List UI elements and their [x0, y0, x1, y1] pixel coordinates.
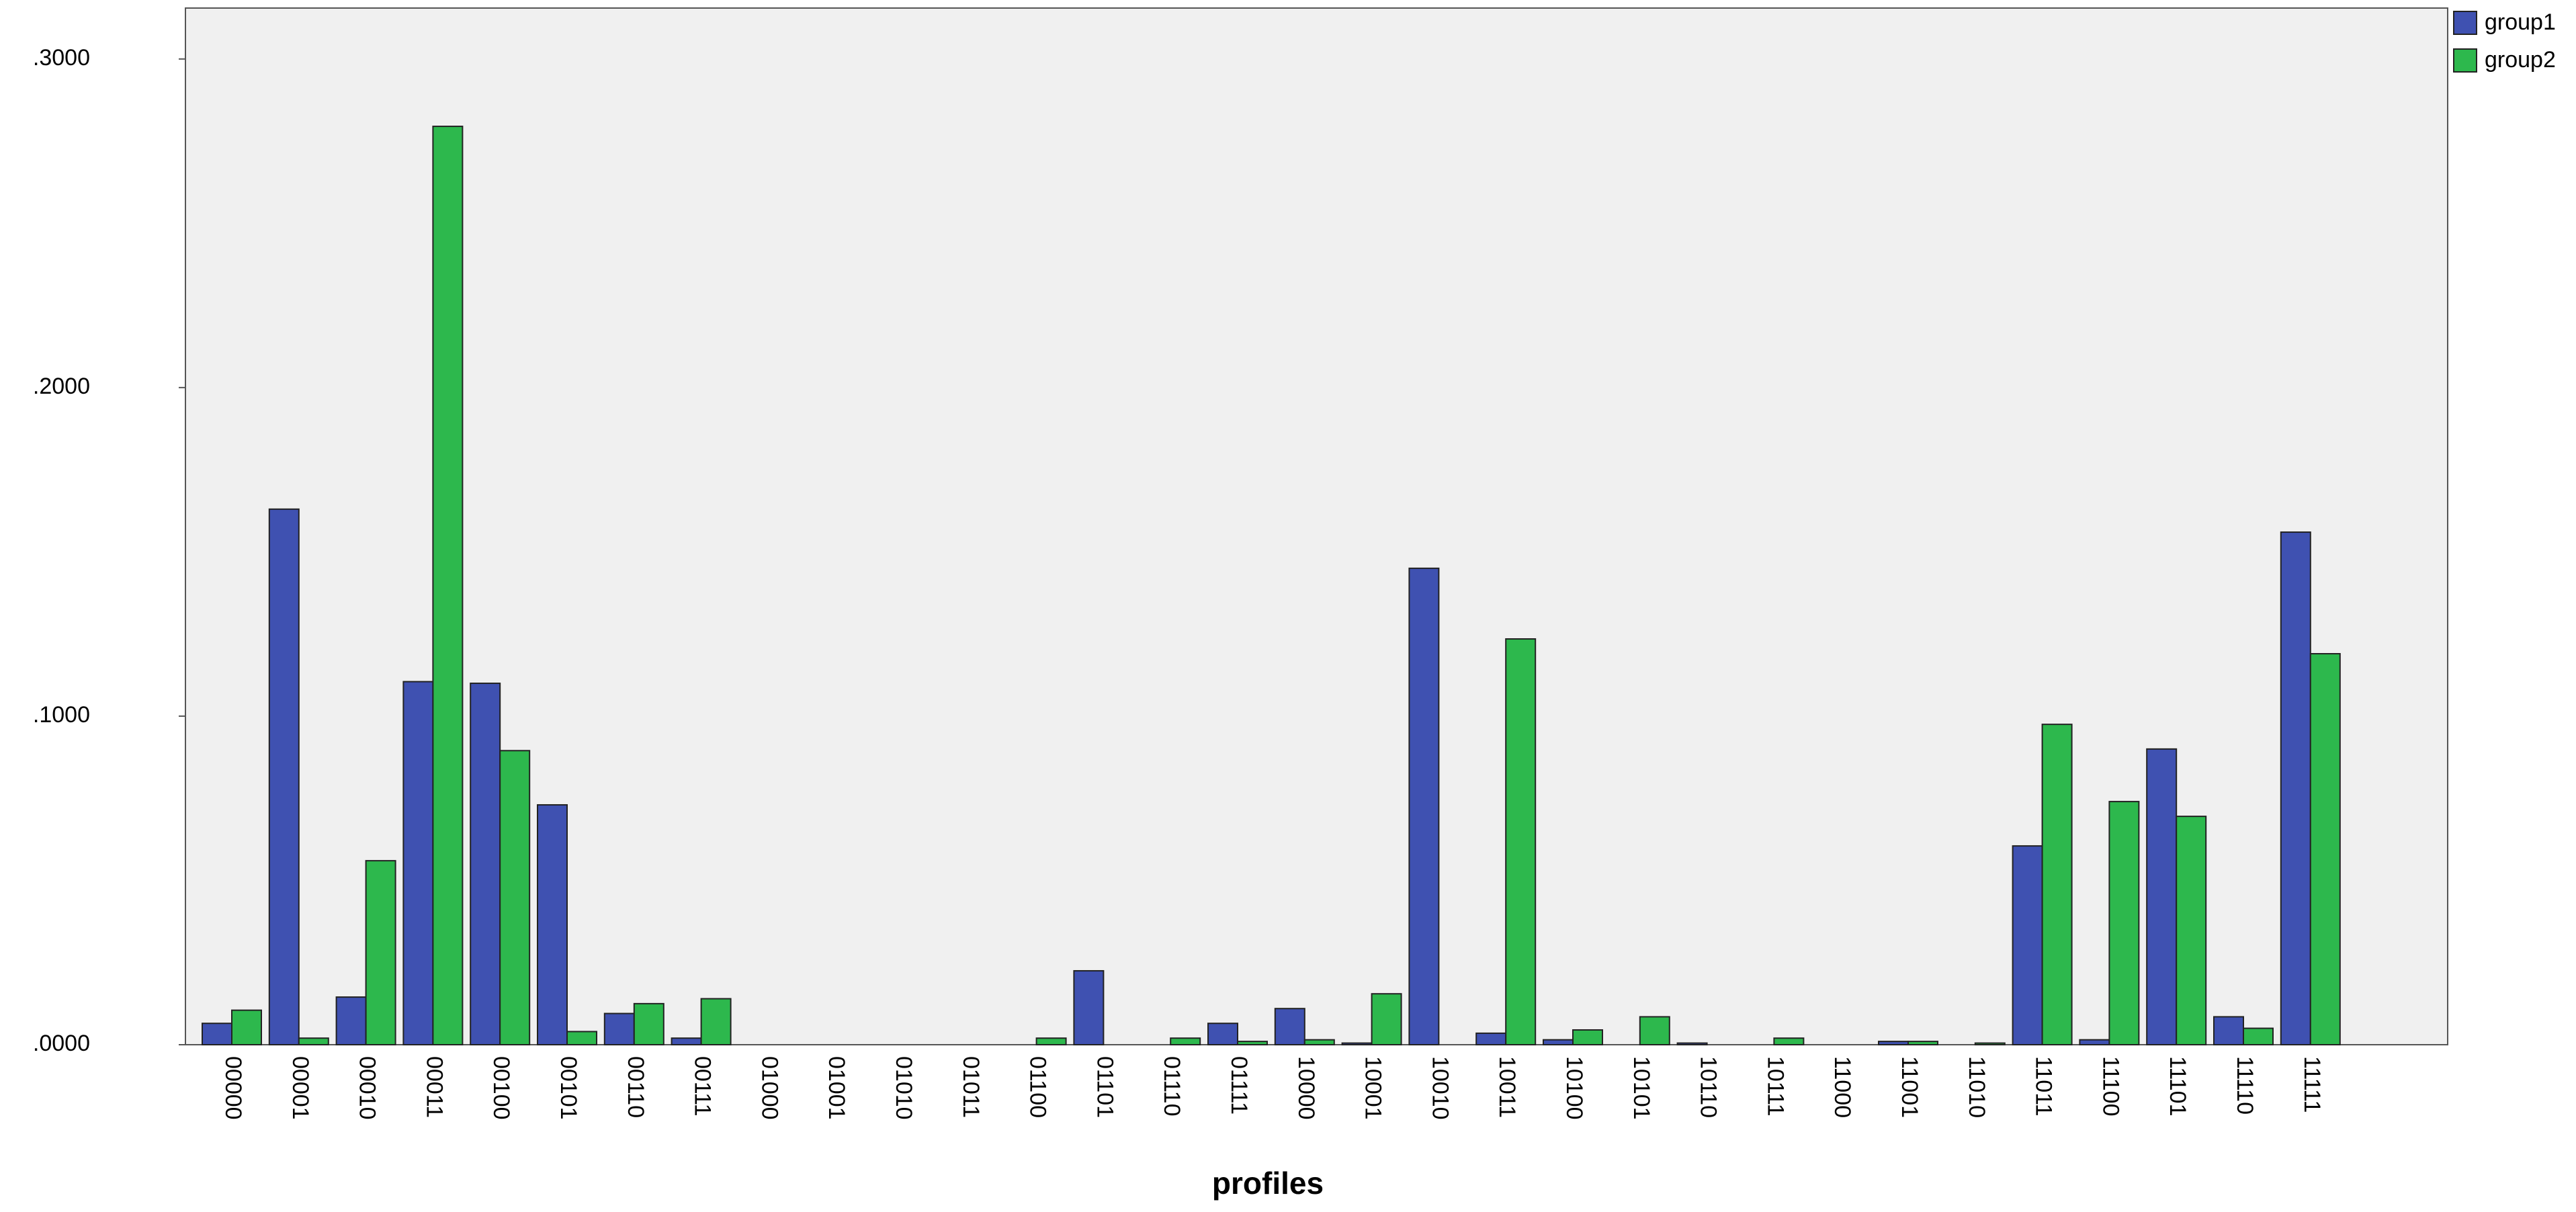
x-tick-label: 10111: [1762, 1056, 1788, 1117]
bar: [1408, 567, 1440, 1045]
bar: [202, 1023, 232, 1046]
bar: [537, 804, 568, 1045]
bar: [231, 1009, 262, 1046]
bar: [1035, 1037, 1067, 1046]
legend-label: group1: [2485, 9, 2556, 35]
x-tick-label: 01001: [824, 1056, 849, 1120]
legend-swatch: [2453, 11, 2477, 35]
bar: [2309, 653, 2341, 1045]
x-tick-label: 01101: [1092, 1056, 1117, 1118]
x-tick-label: 11110: [2232, 1056, 2258, 1115]
x-tick-label: 11010: [1964, 1056, 1989, 1118]
x-tick-label: 10100: [1561, 1056, 1587, 1120]
bar: [499, 750, 531, 1046]
x-tick-label: 10000: [1293, 1056, 1319, 1120]
bar: [1543, 1039, 1574, 1046]
x-tick-label: 11111: [2299, 1056, 2325, 1113]
bar: [700, 998, 732, 1045]
bar: [2213, 1016, 2244, 1045]
x-tick-label: 11011: [2031, 1056, 2057, 1117]
bar: [1303, 1039, 1335, 1046]
bar: [1974, 1042, 2006, 1046]
bar: [2108, 801, 2140, 1045]
bar: [365, 860, 396, 1046]
bar: [1207, 1023, 1238, 1046]
x-tick-label: 01011: [958, 1056, 984, 1118]
bar: [470, 683, 501, 1045]
x-axis-title: profiles: [1212, 1166, 1324, 1201]
x-tick-label: 00001: [288, 1056, 313, 1120]
x-tick-label: 11101: [2165, 1056, 2190, 1117]
bar: [1505, 638, 1537, 1045]
x-tick-label: 10110: [1696, 1056, 1721, 1118]
bar: [671, 1037, 702, 1046]
bar: [1475, 1032, 1507, 1045]
x-tick-label: 11000: [1830, 1056, 1855, 1118]
x-tick-label: 00101: [556, 1056, 581, 1120]
x-tick-label: 11001: [1897, 1056, 1922, 1118]
bar: [1639, 1016, 1670, 1045]
bar: [298, 1037, 329, 1046]
bar: [402, 681, 434, 1045]
x-tick-label: 00011: [421, 1056, 447, 1118]
x-tick-label: 00111: [690, 1056, 716, 1117]
x-tick-label: 01110: [1159, 1056, 1185, 1117]
x-tick-label: 10001: [1361, 1056, 1386, 1120]
y-tick-label: .3000: [33, 45, 90, 71]
x-tick-label: 11100: [2098, 1056, 2123, 1117]
bar: [1371, 993, 1402, 1046]
legend-label: group2: [2485, 47, 2556, 73]
bar: [633, 1002, 664, 1045]
bar: [2243, 1027, 2274, 1046]
bar: [268, 508, 300, 1045]
x-tick-label: 10010: [1427, 1056, 1453, 1120]
legend-swatch: [2453, 48, 2477, 73]
bar: [432, 126, 464, 1046]
y-tick-label: .2000: [33, 374, 90, 399]
bar: [1572, 1029, 1603, 1045]
bar: [1676, 1042, 1708, 1046]
x-tick-label: 00000: [220, 1056, 246, 1120]
bar: [1907, 1041, 1938, 1046]
x-tick-label: 01100: [1025, 1056, 1051, 1118]
bar: [1073, 969, 1105, 1045]
x-tick-label: 10101: [1629, 1056, 1654, 1120]
bar: [1341, 1042, 1373, 1046]
x-tick-label: 10011: [1494, 1056, 1520, 1118]
bar: [1773, 1037, 1805, 1046]
bar: [335, 996, 367, 1045]
bar: [2041, 724, 2073, 1045]
bar: [2079, 1039, 2110, 1046]
bar: [1170, 1037, 1201, 1046]
x-tick-label: 01010: [891, 1056, 916, 1120]
bar: [2146, 748, 2178, 1046]
y-tick-label: .0000: [33, 1031, 90, 1056]
bar: [2280, 531, 2311, 1045]
bar: [1237, 1041, 1268, 1046]
bar: [2012, 845, 2043, 1046]
y-tick-label: .1000: [33, 702, 90, 728]
x-tick-label: 01000: [757, 1056, 782, 1120]
bar: [603, 1012, 635, 1045]
bar: [2176, 816, 2207, 1045]
x-tick-label: 00100: [488, 1056, 514, 1120]
x-tick-label: 01111: [1226, 1056, 1252, 1115]
bar: [566, 1031, 597, 1045]
x-tick-label: 00010: [355, 1056, 380, 1120]
bar: [1274, 1008, 1305, 1046]
bar: [1878, 1041, 1909, 1046]
x-tick-label: 00110: [623, 1056, 648, 1118]
